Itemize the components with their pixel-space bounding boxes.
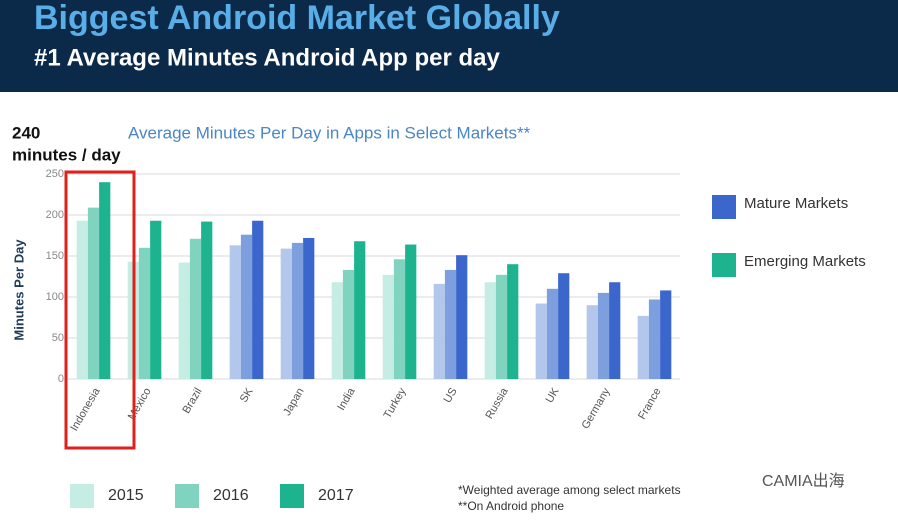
bar [229,245,241,379]
bar [240,234,253,379]
bar [495,274,508,379]
bar [484,282,496,379]
bar [342,269,355,379]
y-tick-label: 150 [46,250,64,262]
y-tick-label: 200 [46,209,64,221]
bar [331,282,343,379]
bar [393,259,406,379]
footnote: **On Android phone [458,499,564,513]
y-tick-label: 0 [58,373,64,385]
bar [444,269,457,379]
highlight-box [64,170,136,450]
bar [637,315,649,379]
bar [405,244,417,379]
bar [535,303,547,379]
bar [178,262,190,379]
bar [660,290,672,379]
bar [138,247,151,379]
bar [558,273,570,379]
bar [546,288,559,379]
watermark: CAMIA出海 [762,472,845,490]
legend-label: 2015 [108,487,144,504]
bar [291,242,304,379]
chart-title: Average Minutes Per Day in Apps in Selec… [128,123,531,142]
bar [189,238,202,379]
bar [586,305,598,379]
bar [382,274,394,379]
annotation: 240 [12,123,40,142]
bar [648,299,661,379]
bar [433,283,445,379]
y-tick-label: 250 [46,168,64,180]
legend-label: Mature Markets [744,195,848,212]
bar [87,207,100,379]
legend-swatch [712,195,736,219]
bar [354,241,366,379]
legend-label: Emerging Markets [744,253,866,270]
legend-swatch [280,484,304,508]
bar [609,282,621,379]
y-axis-label: Minutes Per Day [11,239,26,341]
bar [252,220,264,379]
legend-label: 2016 [213,487,249,504]
bar [201,221,213,379]
bar [99,182,111,379]
header-subtitle: #1 Average Minutes Android App per day [34,44,501,71]
bar [280,248,292,379]
bar [303,237,315,379]
bar [150,220,162,379]
y-tick-label: 50 [52,332,64,344]
footnote: *Weighted average among select markets [458,483,681,497]
bar [456,255,468,379]
bar [76,220,88,379]
annotation: minutes / day [12,145,121,164]
legend-swatch [712,253,736,277]
legend-swatch [175,484,199,508]
header-title: Biggest Android Market Globally [34,0,560,37]
legend-swatch [70,484,94,508]
legend-label: 2017 [318,487,354,504]
y-tick-label: 100 [46,291,64,303]
header-band [0,0,898,92]
bar [507,264,519,379]
bar [597,292,610,379]
